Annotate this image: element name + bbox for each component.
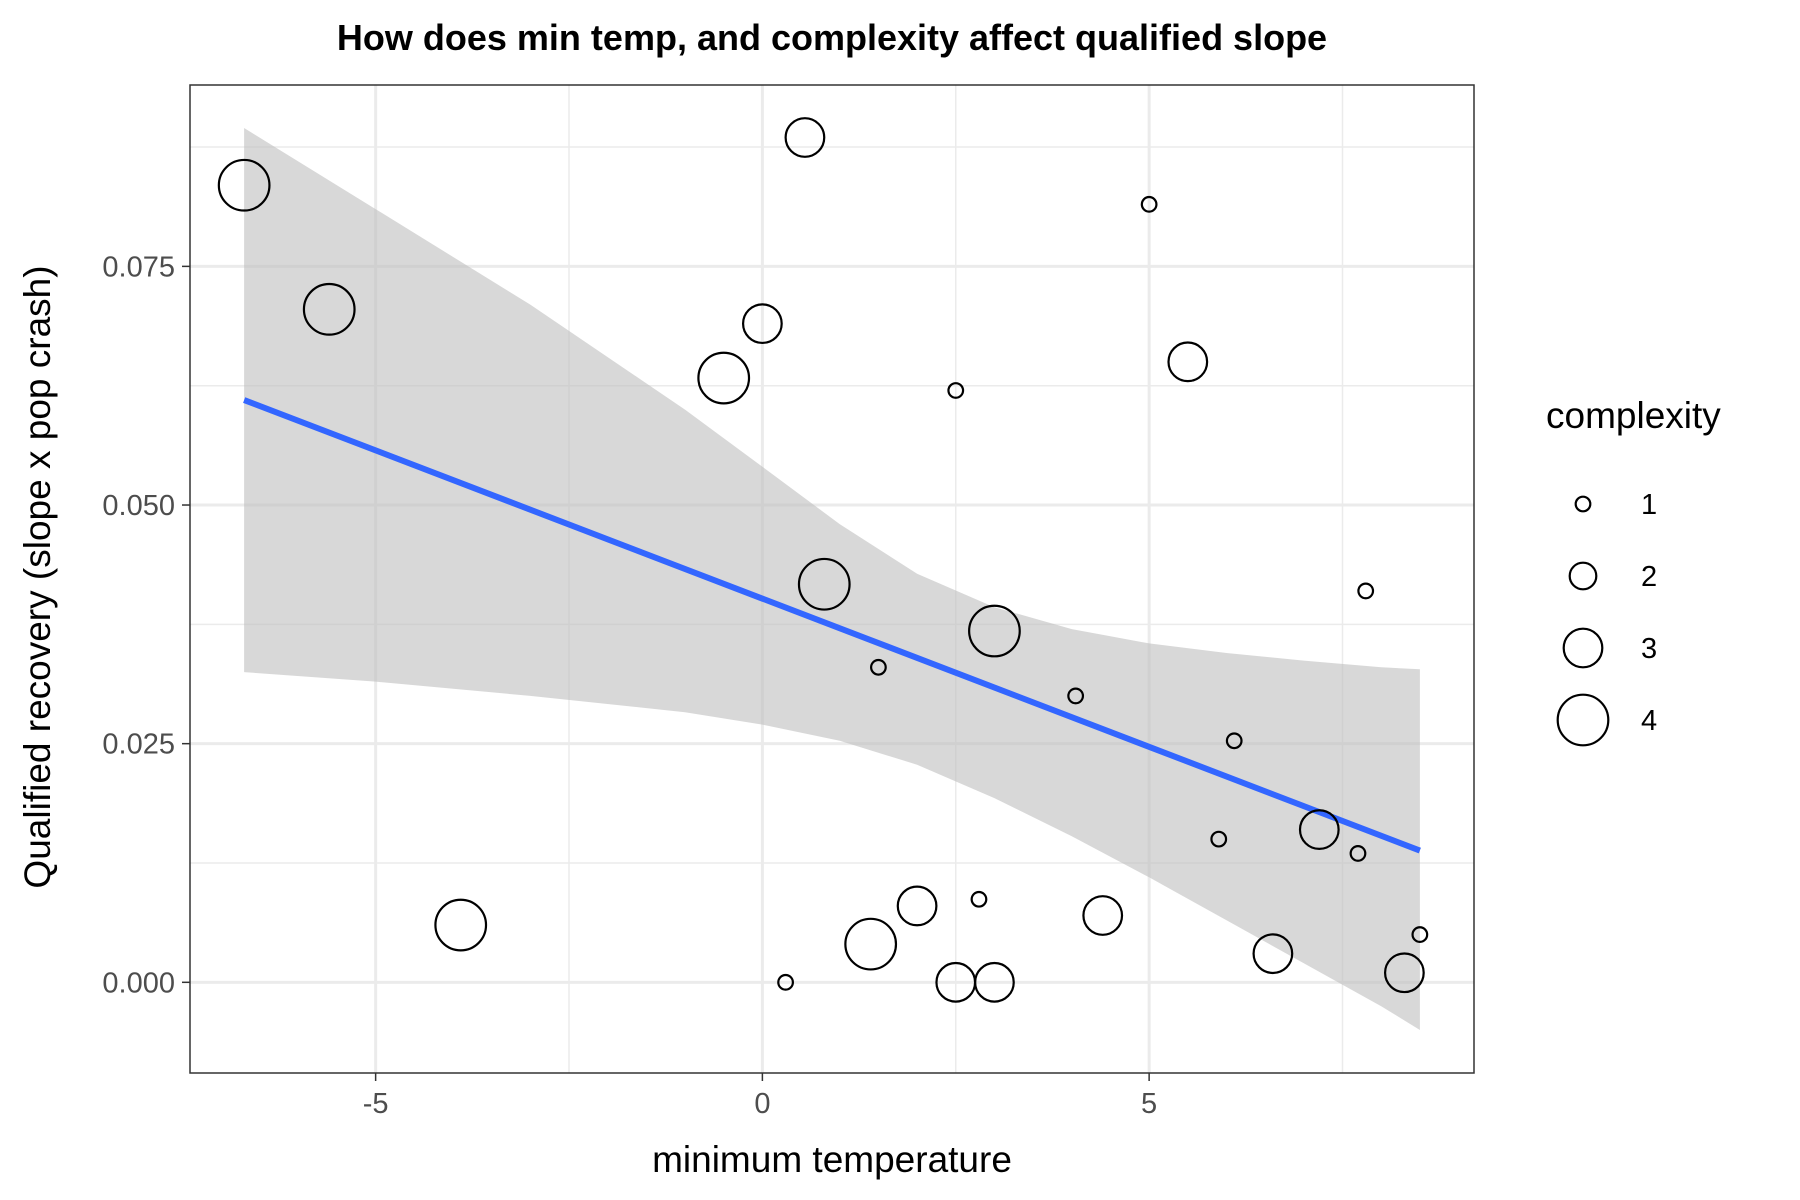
x-tick-label: -5 — [363, 1088, 389, 1120]
x-axis: -5 0 5 — [363, 1073, 1157, 1120]
legend: complexity 1 2 3 4 — [1546, 395, 1721, 747]
data-point — [797, 557, 851, 611]
legend-key-circle — [1574, 495, 1592, 513]
data-point — [974, 961, 1015, 1003]
data-point — [777, 973, 794, 991]
data-point — [1225, 732, 1243, 750]
legend-label: 4 — [1641, 705, 1657, 737]
data-point — [1082, 895, 1124, 936]
y-tick-label: 0.025 — [102, 729, 175, 761]
data-point — [697, 351, 751, 405]
legend-label: 2 — [1641, 561, 1657, 593]
data-point — [896, 885, 938, 927]
fit-line — [243, 397, 1421, 854]
legend-label: 1 — [1641, 489, 1657, 521]
y-axis-title: Qualified recovery (slope x pop crash) — [17, 265, 58, 888]
legend-title: complexity — [1546, 395, 1721, 436]
y-tick-label: 0.050 — [102, 490, 175, 522]
chart-title: How does min temp, and complexity affect… — [337, 17, 1327, 58]
data-point — [870, 658, 887, 676]
x-axis-title: minimum temperature — [652, 1139, 1012, 1180]
x-tick-label: 5 — [1141, 1088, 1157, 1120]
data-point — [844, 917, 898, 971]
data-point — [1298, 809, 1340, 850]
legend-key-circle — [1556, 693, 1610, 747]
data-point — [1067, 687, 1085, 705]
legend-key-circle — [1568, 561, 1598, 591]
confidence-band — [244, 128, 1420, 1030]
data-point — [1357, 582, 1375, 600]
legend-key-circle — [1562, 627, 1604, 669]
data-point — [947, 382, 965, 399]
data-point — [1383, 952, 1425, 994]
confidence-band-area — [244, 128, 1420, 1030]
y-axis: 0.000 0.025 0.050 0.075 — [102, 251, 190, 999]
data-point — [741, 303, 783, 345]
data-point — [434, 898, 488, 952]
data-point — [784, 117, 826, 158]
y-tick-label: 0.075 — [102, 251, 175, 283]
data-point — [1252, 933, 1294, 975]
data-point — [302, 282, 356, 336]
data-point — [217, 158, 271, 212]
data-point — [1411, 926, 1429, 943]
data-point — [1140, 195, 1158, 213]
data-point — [1167, 341, 1209, 383]
data-point — [970, 890, 988, 908]
y-tick-label: 0.000 — [102, 967, 175, 999]
fit-line-path — [243, 397, 1421, 854]
data-points — [217, 117, 1429, 1003]
plot-panel-border — [189, 84, 1475, 1074]
data-point — [968, 604, 1021, 658]
data-point — [1349, 845, 1367, 862]
data-point — [1210, 830, 1228, 848]
legend-label: 3 — [1641, 633, 1657, 665]
x-tick-label: 0 — [754, 1088, 770, 1120]
